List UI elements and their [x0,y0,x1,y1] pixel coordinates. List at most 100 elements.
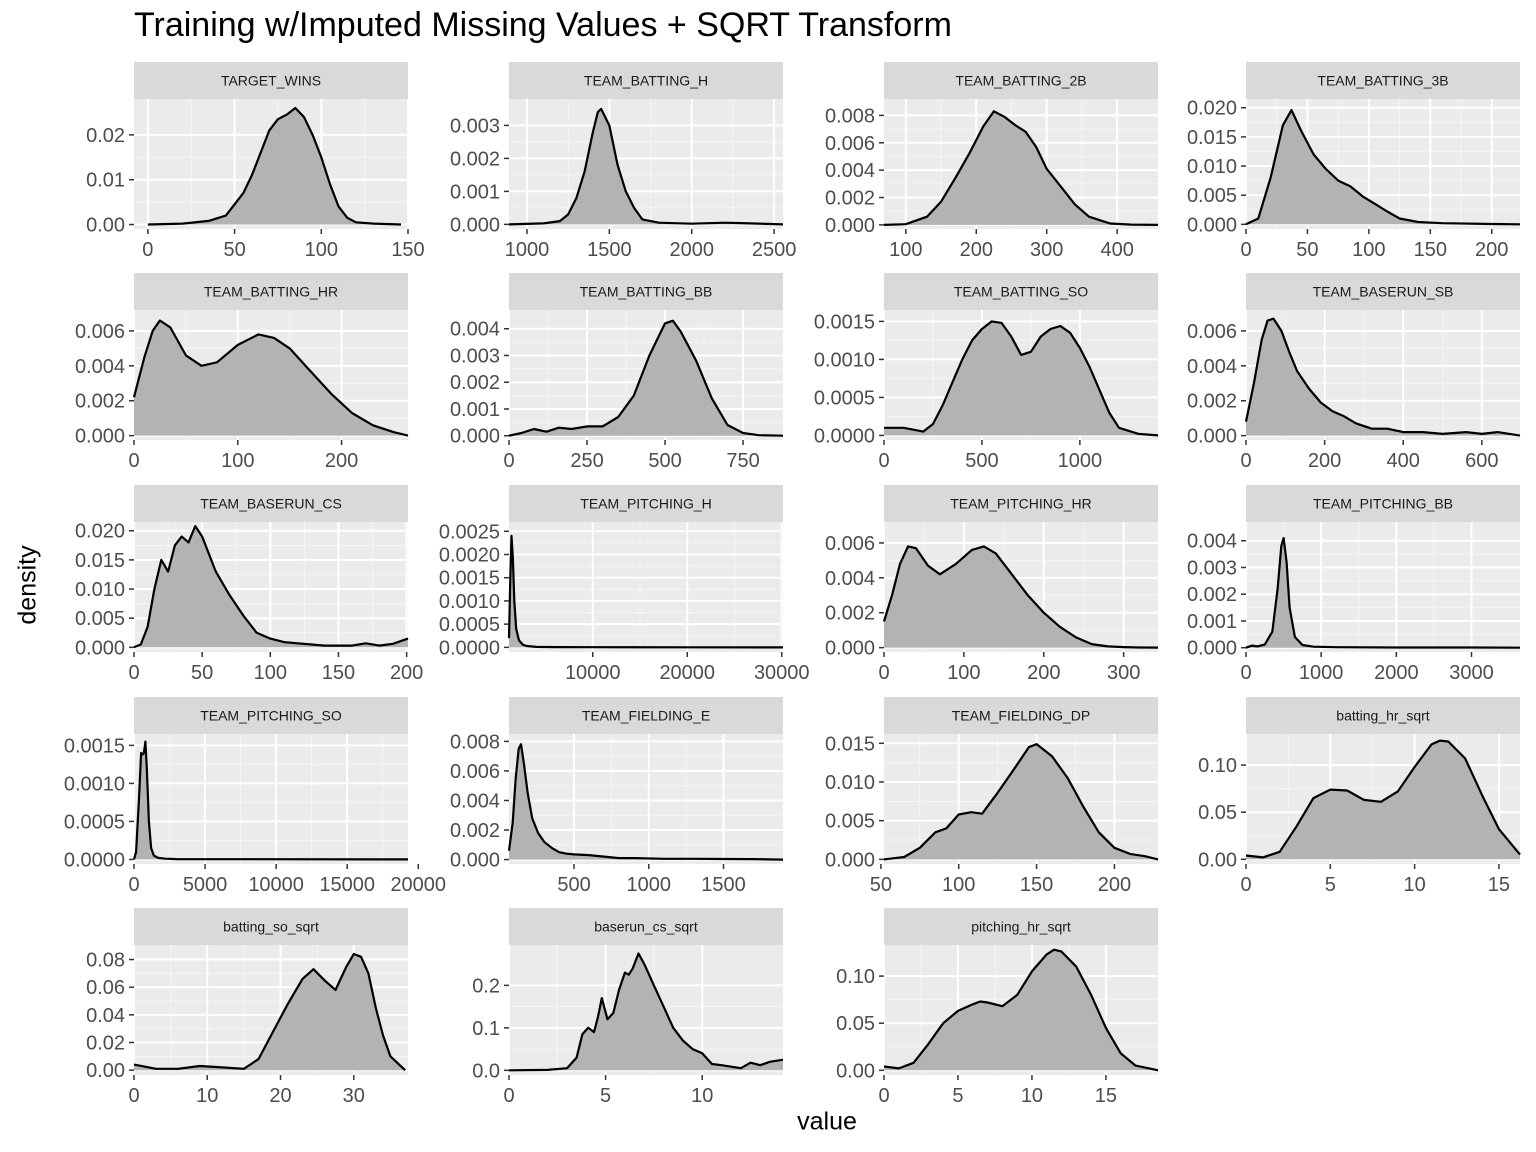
facet-strip [509,273,783,310]
y-tick-label: 0.08 [86,950,125,972]
facet-strip [134,697,408,734]
x-tick-label: 100 [254,662,287,684]
x-tick-label: 3000 [1449,662,1494,684]
facet-label: TEAM_PITCHING_HR [950,496,1092,512]
x-tick-label: 10 [691,1085,713,1107]
x-tick-label: 20000 [390,874,446,896]
y-tick-label: 0.002 [1187,584,1237,606]
density-area [134,320,408,436]
x-tick-label: 10 [1403,874,1425,896]
x-tick-label: 600 [1465,450,1498,472]
y-tick-label: 0.05 [1198,802,1237,824]
density-area [884,949,1158,1071]
facet-strip [509,697,783,734]
facet-label: TARGET_WINS [221,73,321,89]
x-tick-label: 0 [878,1085,889,1107]
y-tick-label: 0.001 [1187,611,1237,633]
x-tick-label: 10000 [565,662,621,684]
x-tick-label: 2000 [1374,662,1419,684]
x-tick-label: 1500 [587,239,632,261]
density-area [509,320,783,436]
y-tick-label: 0.05 [836,1013,875,1035]
y-tick-label: 0.015 [1187,127,1237,149]
x-tick-label: 1000 [627,874,672,896]
y-tick-label: 0.006 [825,533,875,555]
chart-title: Training w/Imputed Missing Values + SQRT… [134,6,952,44]
y-tick-label: 0.1 [472,1018,500,1040]
density-line [508,107,784,226]
panel-team-batting-3b: TEAM_BATTING_3B 0.000 0.005 0.010 0.015 0.020… [1187,62,1521,261]
x-tick-label: 200 [1475,239,1508,261]
density-line [884,320,1159,437]
facet-label: TEAM_BATTING_SO [954,284,1088,300]
density-area [134,526,408,648]
x-tick-label: 15 [1095,1085,1117,1107]
y-tick-label: 0.002 [450,820,500,842]
x-tick-label: 15000 [319,874,375,896]
panel-team-batting-2b: TEAM_BATTING_2B 0.000 0.002 0.004 0.006 0.008… [825,62,1159,261]
facet-label: TEAM_PITCHING_H [580,496,711,512]
y-tick-label: 0.001 [450,399,500,421]
y-tick-label: 0.000 [1187,214,1237,236]
y-tick-label: 0.010 [75,579,125,601]
x-tick-label: 50 [191,662,213,684]
x-tick-label: 200 [1098,874,1131,896]
facet-strip [884,908,1158,945]
facet-label: TEAM_BATTING_2B [955,73,1086,89]
facet-strip [1246,62,1520,99]
facet-strip [884,62,1158,99]
y-tick-label: 0.0010 [439,591,500,613]
y-tick-label: 0.0 [472,1060,500,1082]
y-tick-label: 0.002 [1187,391,1237,413]
y-tick-label: 0.006 [825,133,875,155]
y-tick-label: 0.015 [75,550,125,572]
y-tick-label: 0.04 [86,1005,125,1027]
y-tick-label: 0.004 [75,356,125,378]
y-tick-label: 0.005 [825,811,875,833]
panel-baserun-cs-sqrt: baserun_cs_sqrt 0.0 0.1 0.2 0 5 10 [472,908,784,1107]
y-tick-label: 0.00 [836,1060,875,1082]
density-area [884,321,1158,436]
panel-team-pitching-hr: TEAM_PITCHING_HR 0.000 0.002 0.004 0.006 0 100… [825,485,1159,684]
x-tick-label: 5 [952,1085,963,1107]
y-tick-label: 0.005 [1187,185,1237,207]
y-tick-label: 0.00 [86,1060,125,1082]
x-tick-label: 0 [128,450,139,472]
y-tick-label: 0.003 [1187,557,1237,579]
density-line [883,110,1159,226]
y-tick-label: 0.004 [825,160,875,182]
density-line [507,534,784,649]
x-tick-label: 500 [648,450,681,472]
panel-target-wins: TARGET_WINS 0.00 0.01 0.02 0 50 100 150 [86,62,425,261]
x-tick-label: 2000 [669,239,714,261]
density-line [883,948,1159,1072]
y-tick-label: 0.000 [450,426,500,448]
density-area [884,111,1158,225]
y-tick-label: 0.000 [1187,426,1237,448]
x-tick-label: 150 [391,239,424,261]
density-area [134,954,406,1071]
y-tick-label: 0.020 [1187,98,1237,120]
facet-label: TEAM_PITCHING_BB [1313,496,1453,512]
x-tick-label: 1000 [1299,662,1344,684]
y-tick-label: 0.004 [450,319,500,341]
x-tick-label: 20000 [659,662,715,684]
y-tick-label: 0.020 [75,521,125,543]
y-tick-label: 0.0010 [64,773,125,795]
facet-label: TEAM_BATTING_3B [1317,73,1448,89]
facet-strip [884,485,1158,522]
x-tick-label: 0 [128,662,139,684]
density-line [1245,536,1521,649]
density-area [509,744,783,860]
y-tick-label: 0.004 [450,790,500,812]
x-tick-label: 100 [221,450,254,472]
x-tick-label: 0 [1240,239,1251,261]
density-area [1246,538,1520,648]
y-tick-label: 0.004 [825,568,875,590]
x-tick-label: 400 [1387,450,1420,472]
panel-background [509,522,783,652]
density-line [133,525,409,649]
facet-strip [884,697,1158,734]
